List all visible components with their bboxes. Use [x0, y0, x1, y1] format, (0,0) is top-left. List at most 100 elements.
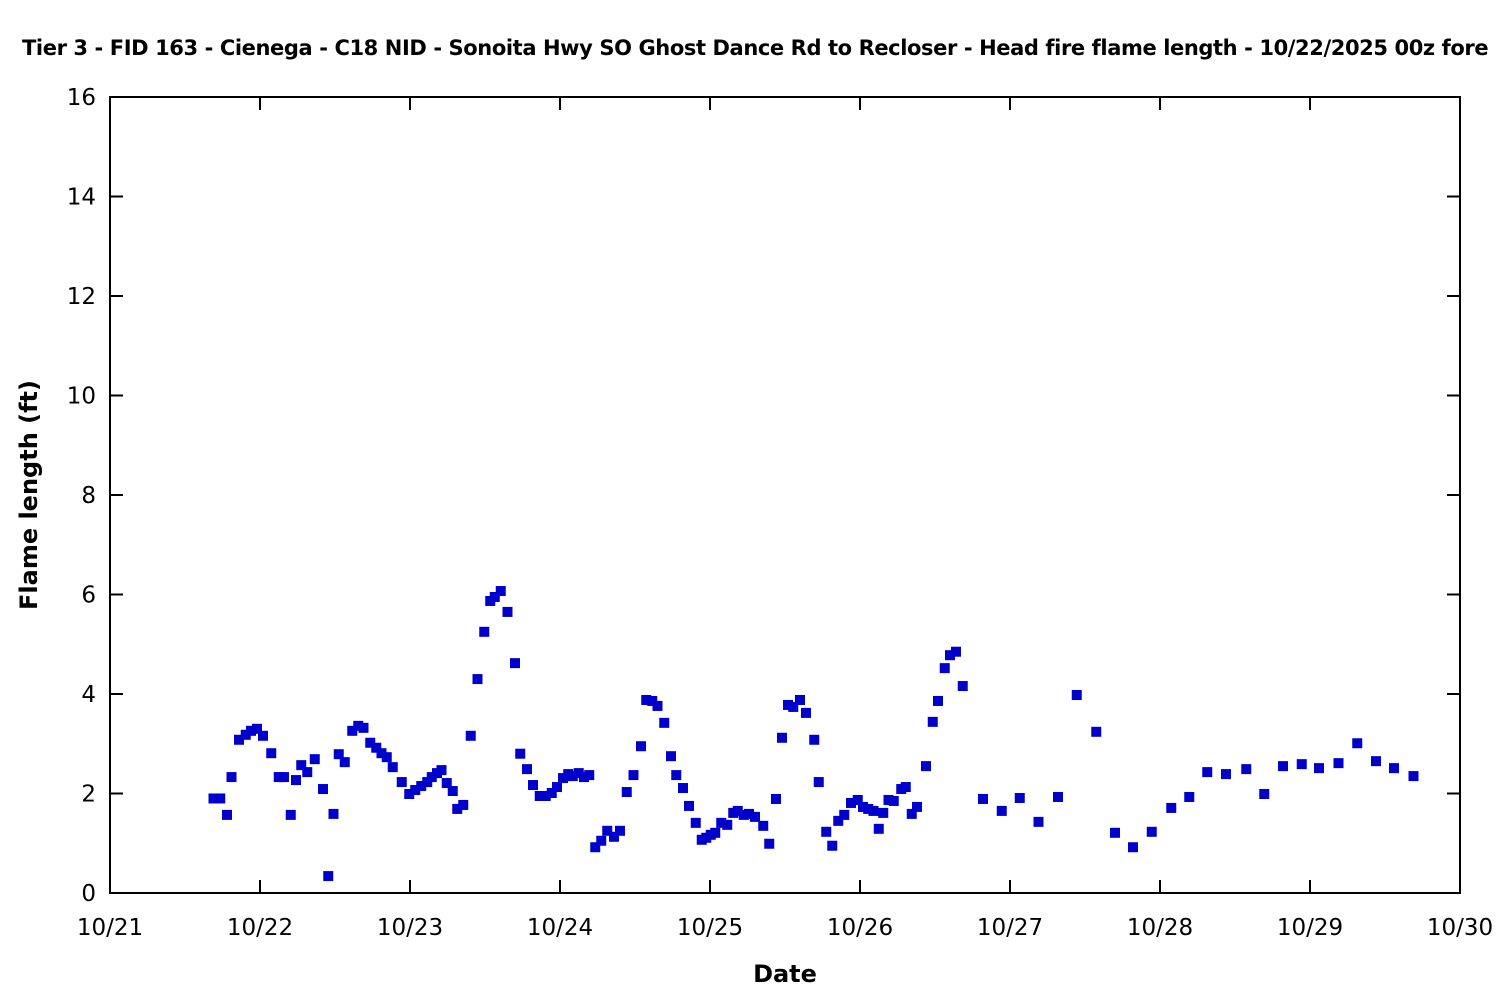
data-point	[716, 817, 727, 828]
y-tick-label: 12	[67, 284, 96, 310]
x-axis-label: Date	[753, 960, 817, 988]
data-point	[226, 772, 237, 783]
y-tick-label: 6	[81, 583, 96, 609]
data-point	[273, 772, 284, 783]
data-point	[764, 838, 775, 849]
data-point	[1202, 767, 1213, 778]
data-point	[821, 826, 832, 837]
data-point	[458, 799, 469, 810]
x-tick-label: 10/24	[527, 915, 593, 941]
data-point	[567, 771, 578, 782]
x-tick-label: 10/23	[377, 915, 443, 941]
data-point	[684, 800, 694, 811]
data-point	[296, 760, 307, 771]
data-point	[234, 734, 244, 745]
data-point	[883, 794, 894, 805]
y-tick-label: 4	[81, 682, 96, 708]
data-point	[309, 754, 320, 765]
data-point	[328, 808, 339, 819]
data-point	[846, 797, 856, 808]
data-point	[291, 775, 301, 786]
data-point	[671, 770, 682, 781]
data-point	[1333, 758, 1344, 769]
data-point	[404, 788, 415, 799]
y-tick-label: 0	[81, 881, 96, 907]
data-point	[833, 815, 844, 826]
data-point	[996, 805, 1007, 816]
data-point	[495, 586, 506, 597]
data-point	[939, 663, 950, 674]
data-point	[371, 742, 382, 753]
data-point	[381, 752, 392, 763]
data-point	[878, 807, 889, 818]
data-point	[540, 790, 551, 801]
data-point	[809, 734, 820, 745]
data-point	[636, 741, 646, 752]
data-point	[515, 748, 526, 759]
data-point	[1371, 756, 1381, 767]
data-point	[246, 725, 256, 736]
plot-border	[109, 96, 1461, 894]
data-point	[801, 707, 811, 718]
data-point	[863, 803, 874, 814]
chart-title: Tier 3 - FID 163 - Cienega - C18 NID - S…	[22, 36, 1489, 60]
data-point	[1259, 788, 1270, 799]
data-point	[302, 767, 313, 778]
data-point	[522, 764, 532, 775]
data-point	[510, 658, 520, 669]
data-point	[1241, 764, 1252, 775]
data-point	[1408, 771, 1419, 782]
data-point	[602, 825, 613, 836]
data-point	[252, 723, 262, 734]
data-point	[1053, 791, 1063, 802]
data-point	[1296, 759, 1307, 770]
data-point	[266, 748, 277, 759]
data-point	[1091, 726, 1102, 737]
data-point	[641, 694, 652, 705]
data-point	[279, 772, 289, 783]
data-point	[1184, 791, 1195, 802]
data-point	[426, 772, 437, 783]
data-point	[333, 749, 344, 760]
data-point	[222, 809, 232, 820]
x-tick-label: 10/30	[1427, 915, 1493, 941]
data-point	[628, 770, 639, 781]
data-point	[546, 788, 557, 799]
data-point	[1146, 826, 1157, 837]
data-point	[771, 793, 781, 804]
data-point	[750, 811, 760, 822]
data-point	[358, 722, 369, 733]
y-tick-label: 14	[67, 185, 96, 211]
data-point	[912, 801, 922, 812]
data-point	[957, 681, 968, 692]
data-point	[1014, 792, 1025, 803]
data-point	[978, 793, 988, 804]
data-point	[590, 842, 601, 853]
data-point	[353, 720, 364, 731]
data-point	[732, 805, 743, 816]
data-point	[1128, 842, 1138, 853]
data-point	[813, 777, 824, 788]
data-point	[502, 606, 513, 617]
data-point	[858, 801, 868, 812]
data-point	[888, 795, 899, 806]
data-point	[489, 591, 500, 602]
data-point	[783, 699, 793, 710]
data-point	[387, 762, 398, 773]
data-point	[927, 716, 938, 727]
data-point	[609, 831, 619, 842]
data-point	[528, 780, 538, 791]
y-tick-label: 16	[67, 85, 96, 111]
data-point	[659, 717, 670, 728]
data-point	[552, 782, 562, 793]
data-point	[788, 701, 799, 712]
data-point	[873, 823, 884, 834]
data-point	[323, 871, 334, 882]
data-point	[441, 778, 452, 789]
data-point	[573, 768, 584, 779]
data-point	[690, 817, 701, 828]
x-tick-label: 10/21	[77, 915, 143, 941]
data-point	[1314, 763, 1324, 774]
data-point	[1071, 689, 1082, 700]
